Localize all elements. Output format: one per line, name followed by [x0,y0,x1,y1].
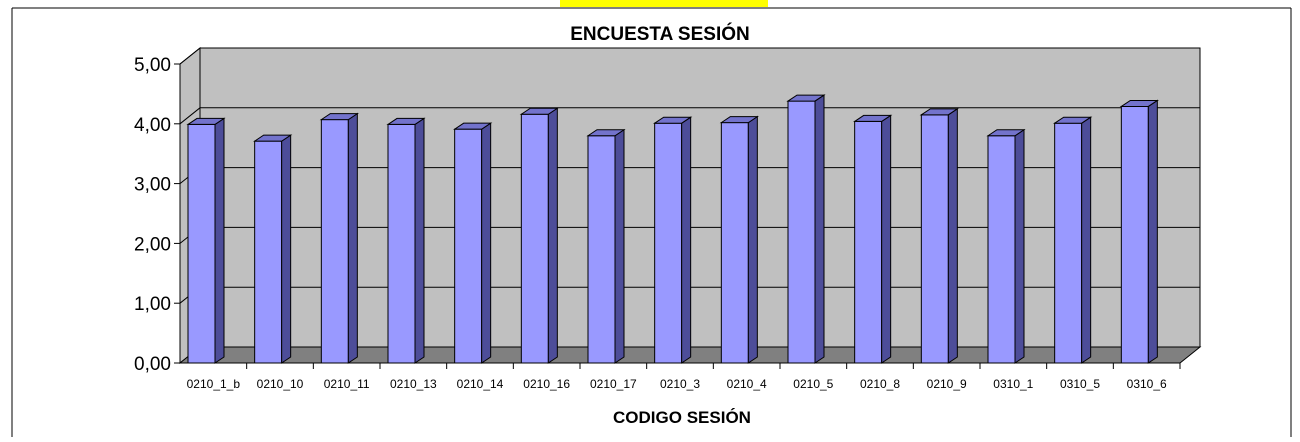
bar-0210_13 [387,123,416,364]
bar-side [1147,99,1158,364]
x-tick-label: 0310_6 [1127,377,1167,391]
bar-top [786,94,826,102]
bar-0210_10 [254,140,283,364]
bar-0210_16 [520,113,549,364]
bar-side [414,117,425,364]
bar-top [319,113,359,121]
bar-side [814,94,825,364]
gridline [179,47,1200,65]
x-tick-label: 0210_1_b [187,377,241,391]
bar-0210_8 [854,120,883,364]
bar-side [1014,128,1025,364]
bar-side [1081,116,1092,364]
bar-side [547,107,558,364]
bar-side [614,128,625,364]
bar-top [653,116,693,124]
bar-top [986,129,1026,137]
bar-top [853,114,893,122]
bar-side [947,107,958,364]
x-axis-title: CODIGO SESIÓN [613,408,751,427]
bar-top [519,107,559,115]
bar-0210_11 [320,119,349,364]
bar-0210_4 [720,122,749,364]
plot-area: 0,00 1,00 2,00 3,00 4,00 5,00 0210_1_b 0210_10 0… [134,46,1202,391]
bar-0210_3 [654,122,683,364]
bar-side [281,134,292,364]
y-tick-label: 5,00 [134,55,171,76]
bar-0210_14 [454,128,483,364]
gridline [179,107,1200,125]
bar-side [481,122,492,364]
bar-top [186,117,226,125]
y-tick-label: 1,00 [134,294,171,315]
x-tick-label: 0210_9 [927,377,967,391]
x-tick-label: 0210_17 [590,377,637,391]
bar-0310_1 [987,135,1016,364]
x-tick-label: 0210_14 [457,377,504,391]
x-tick-label: 0210_4 [727,377,767,391]
bar-side [347,112,358,364]
x-tick-label: 0210_10 [257,377,304,391]
y-tick-label: 2,00 [134,234,171,255]
bar-0310_5 [1054,122,1083,364]
x-tick-label: 0210_8 [860,377,900,391]
bar-side [881,114,892,364]
y-tick-label: 4,00 [134,115,171,136]
y-tick-label: 0,00 [134,354,171,375]
bar-top [586,129,626,137]
bar-0210_9 [920,114,949,364]
x-tick-label: 0210_16 [523,377,570,391]
bar-top [453,122,493,130]
x-tick-label: 0210_11 [324,377,370,391]
x-tick-label: 0310_1 [993,377,1033,391]
bar-top [1053,116,1093,124]
bar-top [253,134,293,142]
bar-0210_5 [787,100,816,364]
bar-top [1119,99,1159,107]
bar-0210_1_b [187,123,216,364]
bar-side [214,117,225,364]
x-tick-label: 0310_5 [1060,377,1100,391]
x-tick-label: 0210_5 [793,377,833,391]
bar-0210_17 [587,135,616,364]
bar-side [747,115,758,364]
y-tick-label: 3,00 [134,175,171,196]
bar-top [719,116,759,124]
chart-title: ENCUESTA SESIÓN [570,23,749,45]
title-highlight [560,0,768,7]
bar-top [386,117,426,125]
bar-0310_6 [1120,105,1149,364]
x-tick-label: 0210_13 [390,377,437,391]
bar-side [681,116,692,364]
bar-top [919,108,959,116]
x-tick-label: 0210_3 [660,377,700,391]
